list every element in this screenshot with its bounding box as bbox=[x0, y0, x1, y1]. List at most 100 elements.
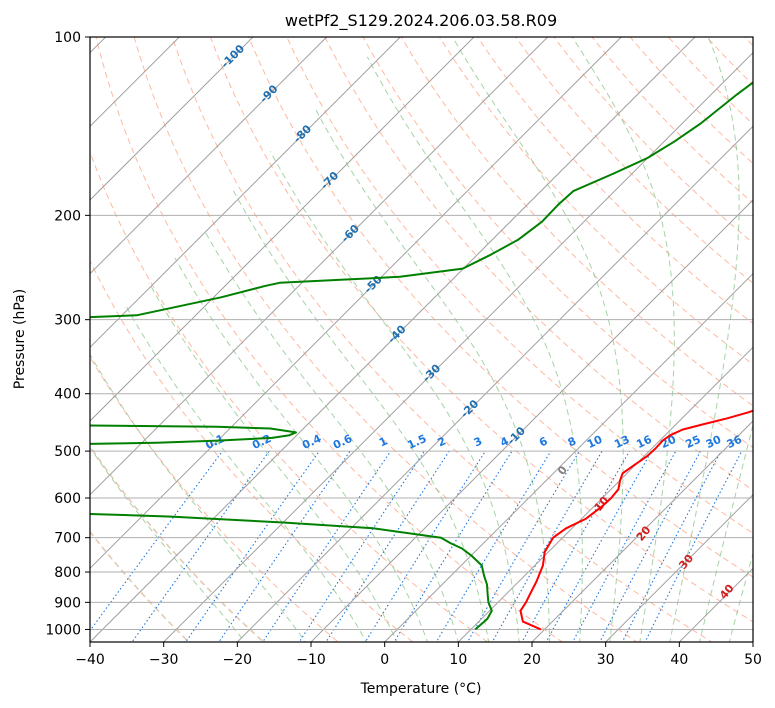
plot-area: -100-90-80-70-60-50-40-30-20-100.1 0.2 0.4… bbox=[90, 24, 775, 654]
dry-adiabat bbox=[95, 37, 564, 642]
mixing-ratio-line bbox=[545, 450, 653, 642]
x-tick-label: 20 bbox=[523, 652, 541, 668]
chart-title: wetPf2_S129.2024.206.03.58.R09 bbox=[285, 11, 557, 31]
y-tick-label: 100 bbox=[54, 30, 81, 46]
temperature-profile-line bbox=[519, 409, 753, 631]
isotherm bbox=[531, 420, 753, 642]
y-tick-label: 700 bbox=[54, 531, 81, 547]
dry-adiabat bbox=[438, 37, 753, 366]
dry-adiabat bbox=[400, 37, 753, 407]
y-tick-label: 800 bbox=[54, 565, 81, 581]
isotherm bbox=[90, 37, 475, 422]
isotherm bbox=[90, 37, 328, 275]
moist-adiabat bbox=[90, 446, 246, 642]
moist-adiabat-label: 20 bbox=[634, 523, 654, 543]
dry-adiabat bbox=[515, 37, 753, 284]
mixing-ratio-label: 10 bbox=[585, 433, 605, 451]
y-tick-label: 400 bbox=[54, 387, 81, 403]
dry-adiabat bbox=[591, 37, 753, 204]
mixing-ratio-label: 20 bbox=[659, 433, 679, 451]
isotherm bbox=[752, 641, 753, 642]
profile-series bbox=[90, 81, 753, 631]
y-tick-label: 200 bbox=[54, 208, 81, 224]
mixing-ratio-line bbox=[393, 450, 513, 642]
mixing-ratio-label: 1.5 bbox=[405, 432, 428, 452]
plot-frame bbox=[89, 36, 754, 643]
mixing-ratio-line bbox=[90, 450, 223, 632]
y-axis: 100 200 300 400 500 600 700 800 900 1000 bbox=[45, 30, 90, 638]
x-tick-label: 30 bbox=[597, 652, 615, 668]
mixing-ratio-label: 25 bbox=[683, 433, 702, 451]
line-labels: -100-90-80-70-60-50-40-30-20-100.1 0.2 0.4… bbox=[203, 42, 744, 602]
isotherm bbox=[90, 37, 549, 496]
x-tick-label: −40 bbox=[75, 652, 105, 668]
mixing-ratio-line bbox=[298, 450, 425, 642]
dry-adiabat bbox=[209, 37, 753, 623]
mixing-ratio-label: 1 bbox=[377, 434, 389, 449]
dewpoint-profile-line bbox=[90, 81, 753, 631]
dry-adiabat bbox=[90, 150, 489, 642]
mixing-ratio-label: 0.6 bbox=[331, 432, 354, 452]
mixing-ratio-label: 16 bbox=[634, 433, 654, 451]
isotherm bbox=[236, 125, 753, 642]
dry-adiabat bbox=[362, 37, 753, 449]
y-tick-label: 1000 bbox=[45, 622, 81, 638]
mixing-ratio-line bbox=[621, 450, 722, 642]
mixing-ratio-label: 36 bbox=[725, 433, 745, 451]
y-axis-label: Pressure (hPa) bbox=[12, 289, 28, 389]
moist-adiabats bbox=[90, 37, 753, 642]
moist-adiabat bbox=[174, 257, 429, 642]
dry-adiabat bbox=[133, 37, 638, 642]
moist-adiabat bbox=[669, 37, 740, 642]
x-tick-label: 0 bbox=[380, 652, 389, 668]
isotherm bbox=[384, 272, 753, 642]
isotherm bbox=[310, 199, 753, 642]
moist-adiabat bbox=[148, 282, 398, 642]
moist-adiabat bbox=[451, 37, 624, 642]
mixing-ratio-label: 3 bbox=[472, 434, 484, 449]
moist-adiabat bbox=[203, 230, 459, 642]
moist-adiabat bbox=[314, 108, 550, 642]
x-tick-label: −30 bbox=[149, 652, 179, 668]
mixing-ratio-line bbox=[466, 450, 580, 642]
dry-adiabat bbox=[770, 24, 775, 654]
x-axis-label: Temperature (°C) bbox=[360, 681, 482, 697]
x-tick-label: 50 bbox=[744, 652, 762, 668]
x-tick-label: 40 bbox=[670, 652, 688, 668]
x-tick-label: −10 bbox=[296, 652, 326, 668]
mixing-ratio-line bbox=[644, 450, 743, 642]
moist-adiabat bbox=[269, 151, 520, 642]
moist-adiabat bbox=[571, 37, 675, 642]
pressure-gridlines bbox=[90, 37, 753, 630]
dry-adiabat bbox=[286, 37, 753, 534]
mixing-ratio-label: 13 bbox=[612, 433, 631, 451]
dry-adiabat bbox=[629, 37, 753, 165]
isotherm bbox=[90, 37, 254, 201]
moist-adiabat-label: 0 bbox=[555, 463, 570, 477]
mixing-ratio-label: 6 bbox=[537, 434, 550, 449]
dry-adiabat bbox=[324, 37, 753, 491]
isotherm bbox=[90, 37, 401, 349]
moist-adiabat bbox=[728, 551, 753, 642]
x-tick-label: −20 bbox=[223, 652, 253, 668]
dry-adiabat bbox=[90, 356, 339, 642]
moist-adiabat bbox=[231, 187, 490, 642]
dry-adiabat bbox=[248, 37, 753, 578]
moist-adiabat bbox=[366, 56, 583, 642]
x-tick-label: 10 bbox=[449, 652, 467, 668]
moist-adiabat-label: 40 bbox=[717, 582, 737, 602]
y-tick-label: 600 bbox=[54, 491, 81, 507]
y-tick-label: 300 bbox=[54, 313, 81, 329]
dry-adiabat bbox=[90, 259, 414, 642]
isotherm bbox=[90, 37, 696, 642]
moist-adiabat bbox=[699, 422, 753, 642]
dry-adiabat bbox=[90, 530, 190, 642]
moist-adiabat bbox=[90, 353, 307, 642]
dry-adiabat bbox=[90, 445, 265, 642]
mixing-ratio-label: 8 bbox=[566, 434, 578, 449]
mixing-ratio-label: 30 bbox=[704, 433, 724, 451]
mixing-ratio-line bbox=[435, 450, 552, 642]
dry-adiabat bbox=[171, 37, 713, 642]
isotherm bbox=[605, 493, 753, 642]
